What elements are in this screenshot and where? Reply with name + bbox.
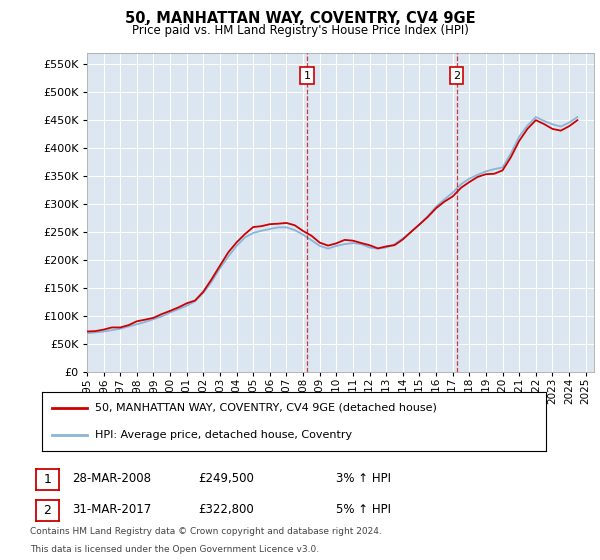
Text: 5% ↑ HPI: 5% ↑ HPI	[336, 503, 391, 516]
Text: 2: 2	[453, 71, 460, 81]
Text: Contains HM Land Registry data © Crown copyright and database right 2024.: Contains HM Land Registry data © Crown c…	[30, 528, 382, 536]
Text: 3% ↑ HPI: 3% ↑ HPI	[336, 472, 391, 486]
Text: 28-MAR-2008: 28-MAR-2008	[72, 472, 151, 486]
Text: 50, MANHATTAN WAY, COVENTRY, CV4 9GE (detached house): 50, MANHATTAN WAY, COVENTRY, CV4 9GE (de…	[95, 403, 437, 413]
Text: HPI: Average price, detached house, Coventry: HPI: Average price, detached house, Cove…	[95, 430, 352, 440]
Text: Price paid vs. HM Land Registry's House Price Index (HPI): Price paid vs. HM Land Registry's House …	[131, 24, 469, 37]
Text: 31-MAR-2017: 31-MAR-2017	[72, 503, 151, 516]
Text: 50, MANHATTAN WAY, COVENTRY, CV4 9GE: 50, MANHATTAN WAY, COVENTRY, CV4 9GE	[125, 11, 475, 26]
Text: £249,500: £249,500	[198, 472, 254, 486]
Text: £322,800: £322,800	[198, 503, 254, 516]
Text: 1: 1	[43, 473, 52, 486]
Text: 1: 1	[304, 71, 310, 81]
Text: 2: 2	[43, 503, 52, 517]
Text: This data is licensed under the Open Government Licence v3.0.: This data is licensed under the Open Gov…	[30, 545, 319, 554]
